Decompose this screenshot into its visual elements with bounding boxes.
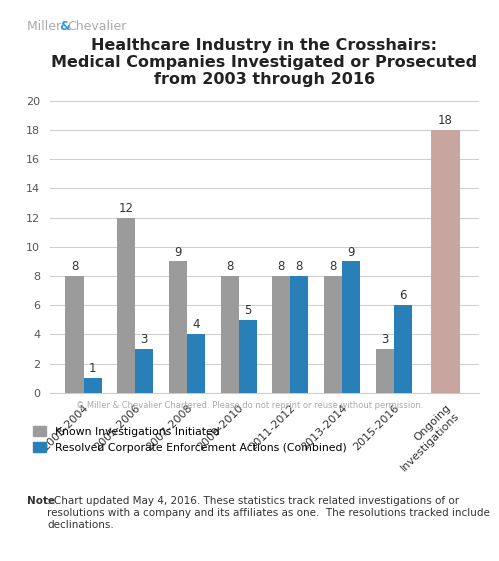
Text: 12: 12 — [119, 202, 134, 215]
Bar — [117, 218, 135, 393]
Bar — [187, 334, 205, 393]
Bar — [376, 349, 394, 393]
Text: &: & — [59, 20, 70, 33]
Bar — [239, 320, 256, 393]
Text: 3: 3 — [381, 333, 388, 346]
Bar — [135, 349, 153, 393]
Text: 3: 3 — [141, 333, 148, 346]
Text: 9: 9 — [347, 246, 355, 259]
Bar — [169, 261, 187, 393]
Text: 1: 1 — [89, 362, 96, 375]
Text: 5: 5 — [244, 304, 251, 317]
Bar — [394, 305, 412, 393]
Bar — [272, 276, 290, 393]
Text: 6: 6 — [399, 289, 407, 302]
Text: 18: 18 — [438, 114, 453, 127]
Text: Note: Note — [27, 496, 55, 507]
Bar — [290, 276, 308, 393]
Title: Healthcare Industry in the Crosshairs:
Medical Companies Investigated or Prosecu: Healthcare Industry in the Crosshairs: M… — [51, 38, 478, 88]
Bar — [324, 276, 342, 393]
Text: 8: 8 — [277, 260, 285, 273]
Text: 9: 9 — [174, 246, 182, 259]
Text: 4: 4 — [192, 319, 200, 332]
Legend: Known Investigations Initiated, Resolved Corporate Enforcement Actions (Combined: Known Investigations Initiated, Resolved… — [33, 426, 346, 453]
Text: : Chart updated May 4, 2016. These statistics track related investigations of or: : Chart updated May 4, 2016. These stati… — [47, 496, 491, 530]
Bar — [65, 276, 83, 393]
Text: Miller: Miller — [27, 20, 65, 33]
Text: Chevalier: Chevalier — [67, 20, 126, 33]
Bar — [342, 261, 360, 393]
Text: © Miller & Chevalier Chartered. Please do not reprint or reuse without permissio: © Miller & Chevalier Chartered. Please d… — [76, 401, 423, 410]
Text: 8: 8 — [296, 260, 303, 273]
Bar — [83, 378, 102, 393]
Text: 8: 8 — [226, 260, 233, 273]
Bar — [431, 130, 460, 393]
Text: 8: 8 — [71, 260, 78, 273]
Text: 8: 8 — [329, 260, 337, 273]
Bar — [221, 276, 239, 393]
